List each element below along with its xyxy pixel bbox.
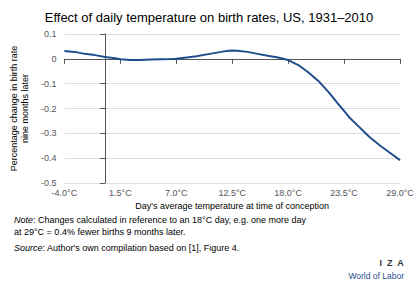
- svg-text:12.5°C: 12.5°C: [218, 188, 246, 198]
- svg-text:0: 0: [51, 54, 56, 64]
- svg-text:World of Labor: World of Labor: [348, 271, 404, 281]
- svg-text:: Changes calculated in refere: : Changes calculated in reference to an …: [33, 215, 307, 225]
- svg-text:18.0°C: 18.0°C: [274, 188, 302, 198]
- svg-text:29.0°C: 29.0°C: [386, 188, 414, 198]
- svg-text:Day's average temperature at t: Day's average temperature at time of con…: [135, 201, 329, 211]
- svg-text:-0.5: -0.5: [41, 178, 57, 188]
- svg-text:1.5°C: 1.5°C: [109, 188, 132, 198]
- svg-text:-0.3: -0.3: [41, 128, 57, 138]
- svg-text:Note: Note: [14, 215, 33, 225]
- svg-text:I Z A: I Z A: [380, 258, 405, 268]
- svg-text:-0.2: -0.2: [41, 104, 57, 114]
- svg-text:23.5°C: 23.5°C: [330, 188, 358, 198]
- svg-text:0.1: 0.1: [44, 29, 57, 39]
- svg-text:Source: Source: [14, 243, 43, 253]
- svg-text:nine months later: nine months later: [20, 74, 30, 143]
- svg-text:-0.1: -0.1: [41, 79, 57, 89]
- svg-text:Effect of daily temperature on: Effect of daily temperature on birth rat…: [45, 10, 374, 25]
- svg-text:Percentage change in birth rat: Percentage change in birth rate: [9, 46, 19, 172]
- svg-text:-4.0°C: -4.0°C: [52, 188, 78, 198]
- svg-text:: Author's own compilation bas: : Author's own compilation based on [1],…: [43, 243, 240, 253]
- svg-text:7.0°C: 7.0°C: [165, 188, 188, 198]
- svg-text:at 29°C = 0.4% fewer births 9: at 29°C = 0.4% fewer births 9 months lat…: [14, 227, 185, 237]
- svg-text:-0.4: -0.4: [41, 153, 57, 163]
